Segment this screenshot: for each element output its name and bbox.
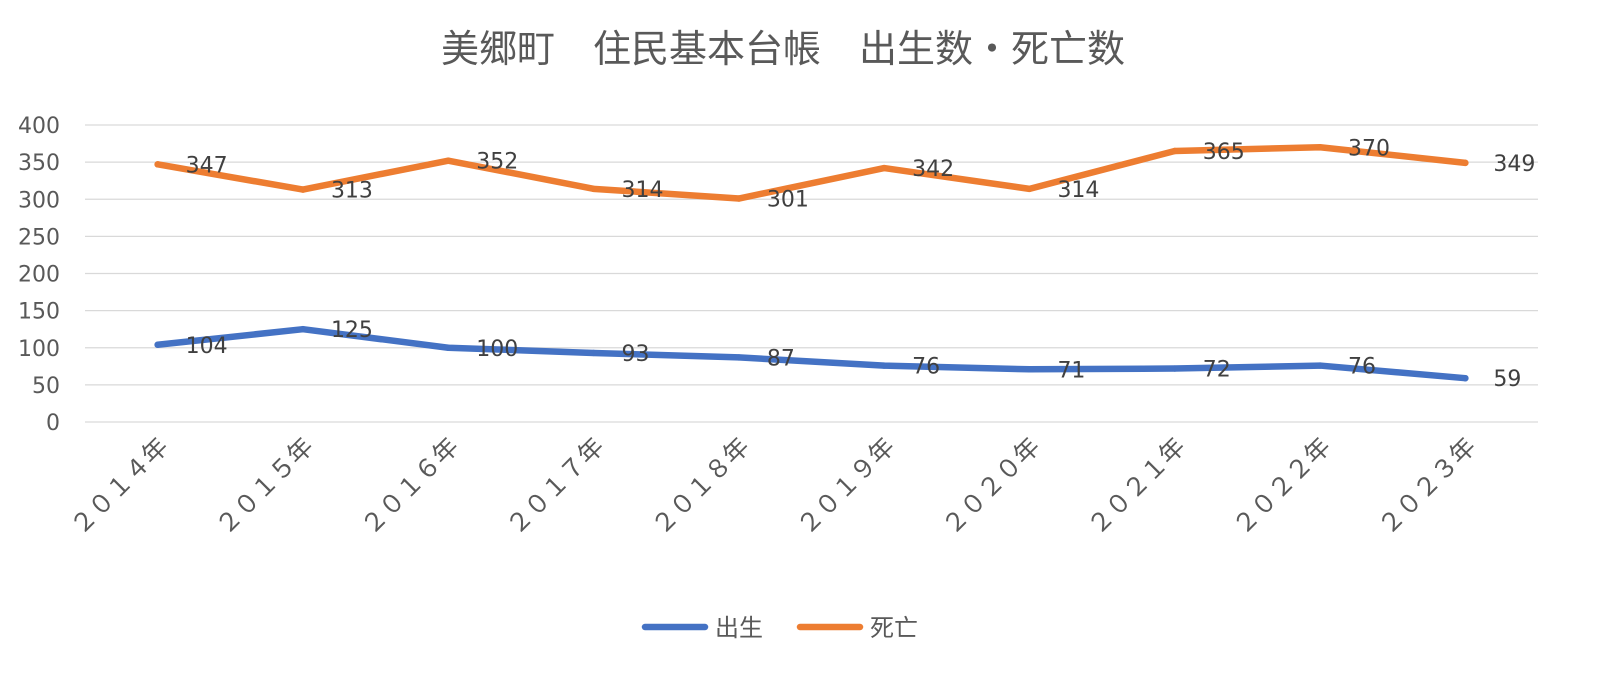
y-tick-label: 0 [46, 411, 60, 436]
y-tick-label: 350 [18, 151, 60, 176]
births-data-point [1316, 362, 1324, 369]
x-tick-label: ２０１８年 [646, 432, 755, 541]
deaths-data-label: 352 [476, 150, 518, 175]
chart-title: 美郷町 住民基本台帳 出生数・死亡数 [441, 27, 1125, 71]
deaths-data-label: 347 [186, 153, 228, 178]
births-series-line [154, 325, 1469, 382]
deaths-data-label: 301 [767, 188, 809, 213]
births-data-point [590, 349, 597, 357]
deaths-data-point [154, 161, 161, 168]
deaths-data-point [590, 185, 597, 193]
deaths-series-line [154, 144, 1469, 202]
deaths-data-point [1462, 159, 1469, 167]
deaths-data-point [1026, 185, 1033, 193]
births-data-label: 72 [1203, 358, 1231, 383]
births-data-label: 87 [767, 346, 795, 371]
deaths-data-label: 349 [1493, 152, 1535, 177]
deaths-data-point [735, 195, 743, 202]
x-tick-label: ２０２２年 [1227, 432, 1336, 541]
deaths-legend-label: 死亡 [870, 614, 918, 642]
y-tick-label: 200 [18, 263, 60, 288]
deaths-data-point [880, 164, 888, 172]
deaths-data-label: 370 [1348, 136, 1390, 161]
births-data-label: 125 [331, 318, 373, 343]
births-data-label: 71 [1057, 358, 1085, 383]
data-labels: 104 125 100 93 87 76 71 72 76 59 347 313 352 314 301 34… [186, 136, 1536, 392]
births-data-point [154, 341, 161, 348]
legend: 出生 死亡 [641, 614, 918, 642]
births-data-point [1462, 374, 1469, 382]
deaths-data-point [299, 186, 307, 193]
series-group [154, 144, 1469, 382]
deaths-data-label: 342 [912, 157, 954, 182]
births-data-label: 100 [476, 337, 518, 362]
deaths-data-label: 365 [1203, 140, 1245, 165]
births-data-point [880, 362, 888, 369]
x-axis: ２０１４年 ２０１５年 ２０１６年 ２０１７年 ２０１８年 ２０１９年 ２０２０年 ２０２１年… [65, 432, 1482, 541]
deaths-data-point [1316, 144, 1324, 151]
y-tick-label: 400 [18, 114, 60, 139]
y-axis: 0 50 100 150 200 250 300 350 400 [18, 114, 60, 436]
x-tick-label: ２０２３年 [1373, 432, 1482, 541]
births-data-label: 104 [186, 334, 228, 359]
x-tick-label: ２０１７年 [501, 432, 610, 541]
births-legend-label: 出生 [715, 614, 763, 642]
x-tick-label: ２０１６年 [356, 432, 465, 541]
births-data-point [299, 325, 307, 333]
y-tick-label: 300 [18, 188, 60, 213]
x-tick-label: ２０１４年 [65, 432, 174, 541]
births-data-label: 93 [622, 342, 650, 367]
births-data-point [1026, 366, 1033, 373]
deaths-data-label: 314 [622, 178, 664, 203]
y-tick-label: 250 [18, 225, 60, 250]
deaths-data-point [445, 157, 452, 164]
x-tick-label: ２０２０年 [937, 432, 1046, 541]
y-tick-label: 150 [18, 300, 60, 325]
x-tick-label: ２０１９年 [791, 432, 900, 541]
y-tick-label: 100 [18, 337, 60, 362]
gridlines [85, 124, 1538, 423]
births-data-point [735, 354, 743, 361]
births-data-label: 76 [1348, 355, 1376, 380]
x-tick-label: ２０１５年 [210, 432, 319, 541]
births-data-point [1171, 365, 1178, 372]
deaths-data-label: 314 [1057, 178, 1099, 203]
births-data-label: 76 [912, 355, 940, 380]
births-data-point [445, 344, 452, 351]
deaths-data-label: 313 [331, 179, 373, 204]
deaths-data-point [1171, 147, 1178, 155]
x-tick-label: ２０２１年 [1082, 432, 1191, 541]
y-tick-label: 50 [32, 374, 60, 399]
births-data-label: 59 [1493, 367, 1521, 392]
